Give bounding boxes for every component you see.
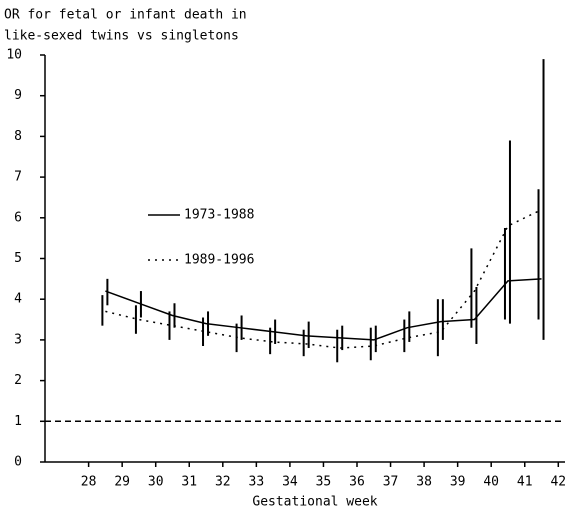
x-axis-label: Gestational week: [252, 495, 377, 510]
x-tick-label: 36: [349, 475, 365, 490]
x-tick-label: 35: [316, 475, 332, 490]
x-tick-label: 28: [81, 475, 97, 490]
y-tick-label: 5: [14, 251, 22, 266]
x-tick-label: 31: [181, 475, 197, 490]
x-tick-label: 41: [517, 475, 533, 490]
x-tick-label: 38: [416, 475, 432, 490]
y-tick-label: 9: [14, 88, 22, 103]
x-tick-label: 29: [114, 475, 130, 490]
x-tick-label: 37: [383, 475, 399, 490]
y-tick-label: 6: [14, 210, 22, 225]
x-tick-label: 33: [249, 475, 265, 490]
x-tick-label: 40: [483, 475, 499, 490]
x-tick-label: 32: [215, 475, 231, 490]
y-tick-label: 0: [14, 455, 22, 470]
legend-label: 1989-1996: [184, 253, 254, 268]
y-tick-label: 1: [14, 414, 22, 429]
y-tick-label: 2: [14, 373, 22, 388]
chart-title: OR for fetal or infant death in: [4, 8, 247, 23]
x-tick-label: 34: [282, 475, 298, 490]
y-tick-label: 7: [14, 170, 22, 185]
series-line: [105, 278, 542, 341]
y-tick-label: 10: [6, 48, 22, 63]
chart-title: like-sexed twins vs singletons: [4, 29, 239, 44]
legend-label: 1973-1988: [184, 208, 254, 223]
y-tick-label: 4: [14, 292, 22, 307]
x-tick-label: 42: [550, 475, 566, 490]
x-tick-label: 30: [148, 475, 164, 490]
y-tick-label: 3: [14, 332, 22, 347]
y-tick-label: 8: [14, 129, 22, 144]
x-tick-label: 39: [450, 475, 466, 490]
